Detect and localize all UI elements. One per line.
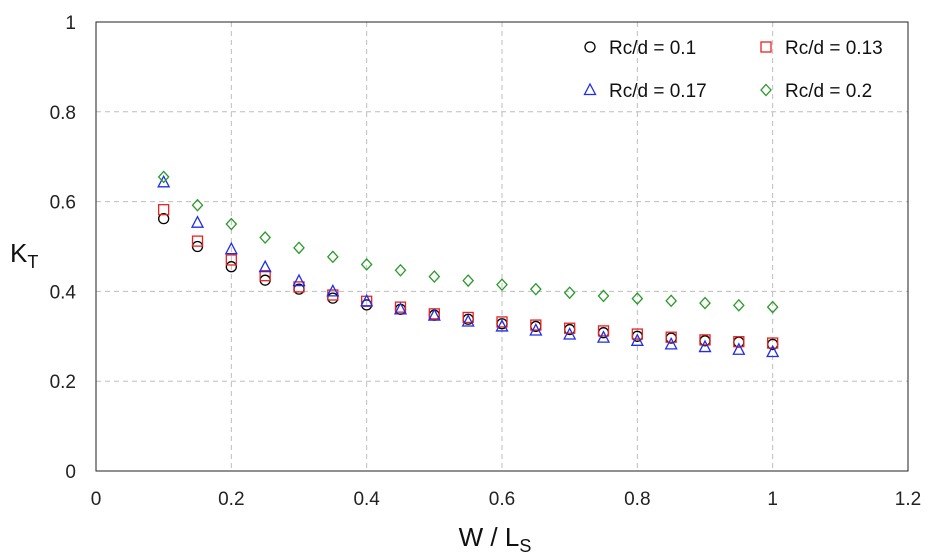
data-point [699, 296, 711, 310]
data-point [630, 333, 644, 346]
data-point [190, 215, 205, 228]
data-point [326, 250, 339, 264]
plot-frame [95, 21, 909, 472]
legend-label: Rc/d = 0.13 [785, 38, 883, 59]
data-point [157, 174, 171, 188]
data-point [293, 281, 305, 293]
data-point [292, 273, 306, 287]
data-point [461, 314, 475, 327]
data-point [225, 254, 237, 266]
y-tick-label: 1 [65, 13, 76, 34]
y-tick-label: 0 [65, 462, 76, 483]
y-tick-label: 0.8 [50, 103, 76, 124]
legend-marker [583, 82, 597, 96]
data-point [258, 259, 272, 273]
data-point [394, 263, 407, 277]
data-points [157, 170, 780, 358]
data-point [563, 327, 577, 340]
data-point [191, 235, 204, 247]
data-point [529, 282, 542, 296]
data-point [597, 289, 610, 303]
y-axis-title-main: K [10, 238, 28, 268]
data-point [259, 270, 271, 282]
y-axis-title: KT [10, 238, 38, 272]
data-point [732, 298, 745, 312]
data-point [327, 292, 339, 304]
data-point [191, 198, 204, 212]
data-point [698, 339, 712, 353]
data-point [564, 322, 576, 334]
data-point [631, 292, 644, 306]
x-tick-label: 1.2 [895, 489, 921, 510]
data-point [733, 336, 745, 348]
data-point [733, 336, 745, 348]
data-point [462, 311, 474, 324]
data-point [596, 330, 611, 343]
x-tick-label: 0.6 [489, 489, 515, 510]
x-axis-title: W / LS [459, 522, 532, 556]
x-axis-title-main: W / L [459, 522, 520, 552]
data-point [259, 231, 272, 244]
x-tick-label: 0.2 [218, 489, 244, 510]
data-point [664, 336, 678, 350]
legend-label: Rc/d = 0.2 [785, 81, 872, 102]
x-tick-label: 1 [767, 489, 778, 510]
data-point [767, 337, 779, 349]
data-point [732, 342, 746, 355]
data-point [393, 301, 408, 315]
data-point [157, 170, 170, 184]
data-point [158, 204, 170, 216]
y-tick-labels: 0 0.2 0.4 0.6 0.8 1 [50, 13, 77, 483]
data-point [360, 293, 374, 307]
data-point [495, 319, 509, 332]
data-point [529, 323, 543, 336]
x-tick-label: 0.4 [353, 489, 380, 510]
data-point [293, 241, 305, 255]
legend-marker [760, 41, 772, 53]
legend-marker [584, 41, 596, 53]
data-point [597, 325, 610, 337]
series-diamond [157, 170, 779, 314]
x-tick-label: 0.8 [624, 489, 650, 510]
data-point [224, 241, 238, 255]
y-tick-label: 0.2 [50, 372, 76, 393]
series-circle [158, 213, 779, 351]
data-point [665, 294, 678, 308]
y-axis-title-subscript: T [27, 252, 38, 272]
legend-marker [760, 83, 772, 97]
data-point [428, 270, 441, 284]
data-point [766, 300, 779, 314]
data-point [225, 217, 238, 231]
y-tick-label: 0.6 [50, 193, 76, 214]
data-point [563, 286, 576, 300]
legend: Rc/d = 0.1 Rc/d = 0.13 Rc/d = 0.17 Rc/d = 0… [583, 38, 883, 102]
data-point [462, 274, 475, 288]
data-point [496, 278, 508, 292]
legend-label: Rc/d = 0.1 [609, 38, 696, 59]
data-point [360, 257, 373, 271]
data-point [766, 344, 780, 358]
data-point [427, 308, 441, 321]
series-triangle [157, 174, 780, 358]
grid-lines [96, 22, 908, 471]
legend-label: Rc/d = 0.17 [609, 81, 707, 102]
data-point [530, 319, 542, 331]
data-point [225, 261, 237, 273]
x-tick-labels: 0 0.2 0.4 0.6 0.8 1 1.2 [91, 489, 922, 510]
data-point [665, 331, 677, 343]
x-axis-title-subscript: S [519, 536, 531, 556]
y-tick-label: 0.4 [50, 282, 77, 303]
data-point [158, 213, 170, 225]
data-point [496, 316, 508, 328]
data-point [631, 328, 643, 340]
x-tick-label: 0 [91, 489, 102, 510]
data-point [326, 283, 340, 297]
data-point [699, 334, 711, 346]
